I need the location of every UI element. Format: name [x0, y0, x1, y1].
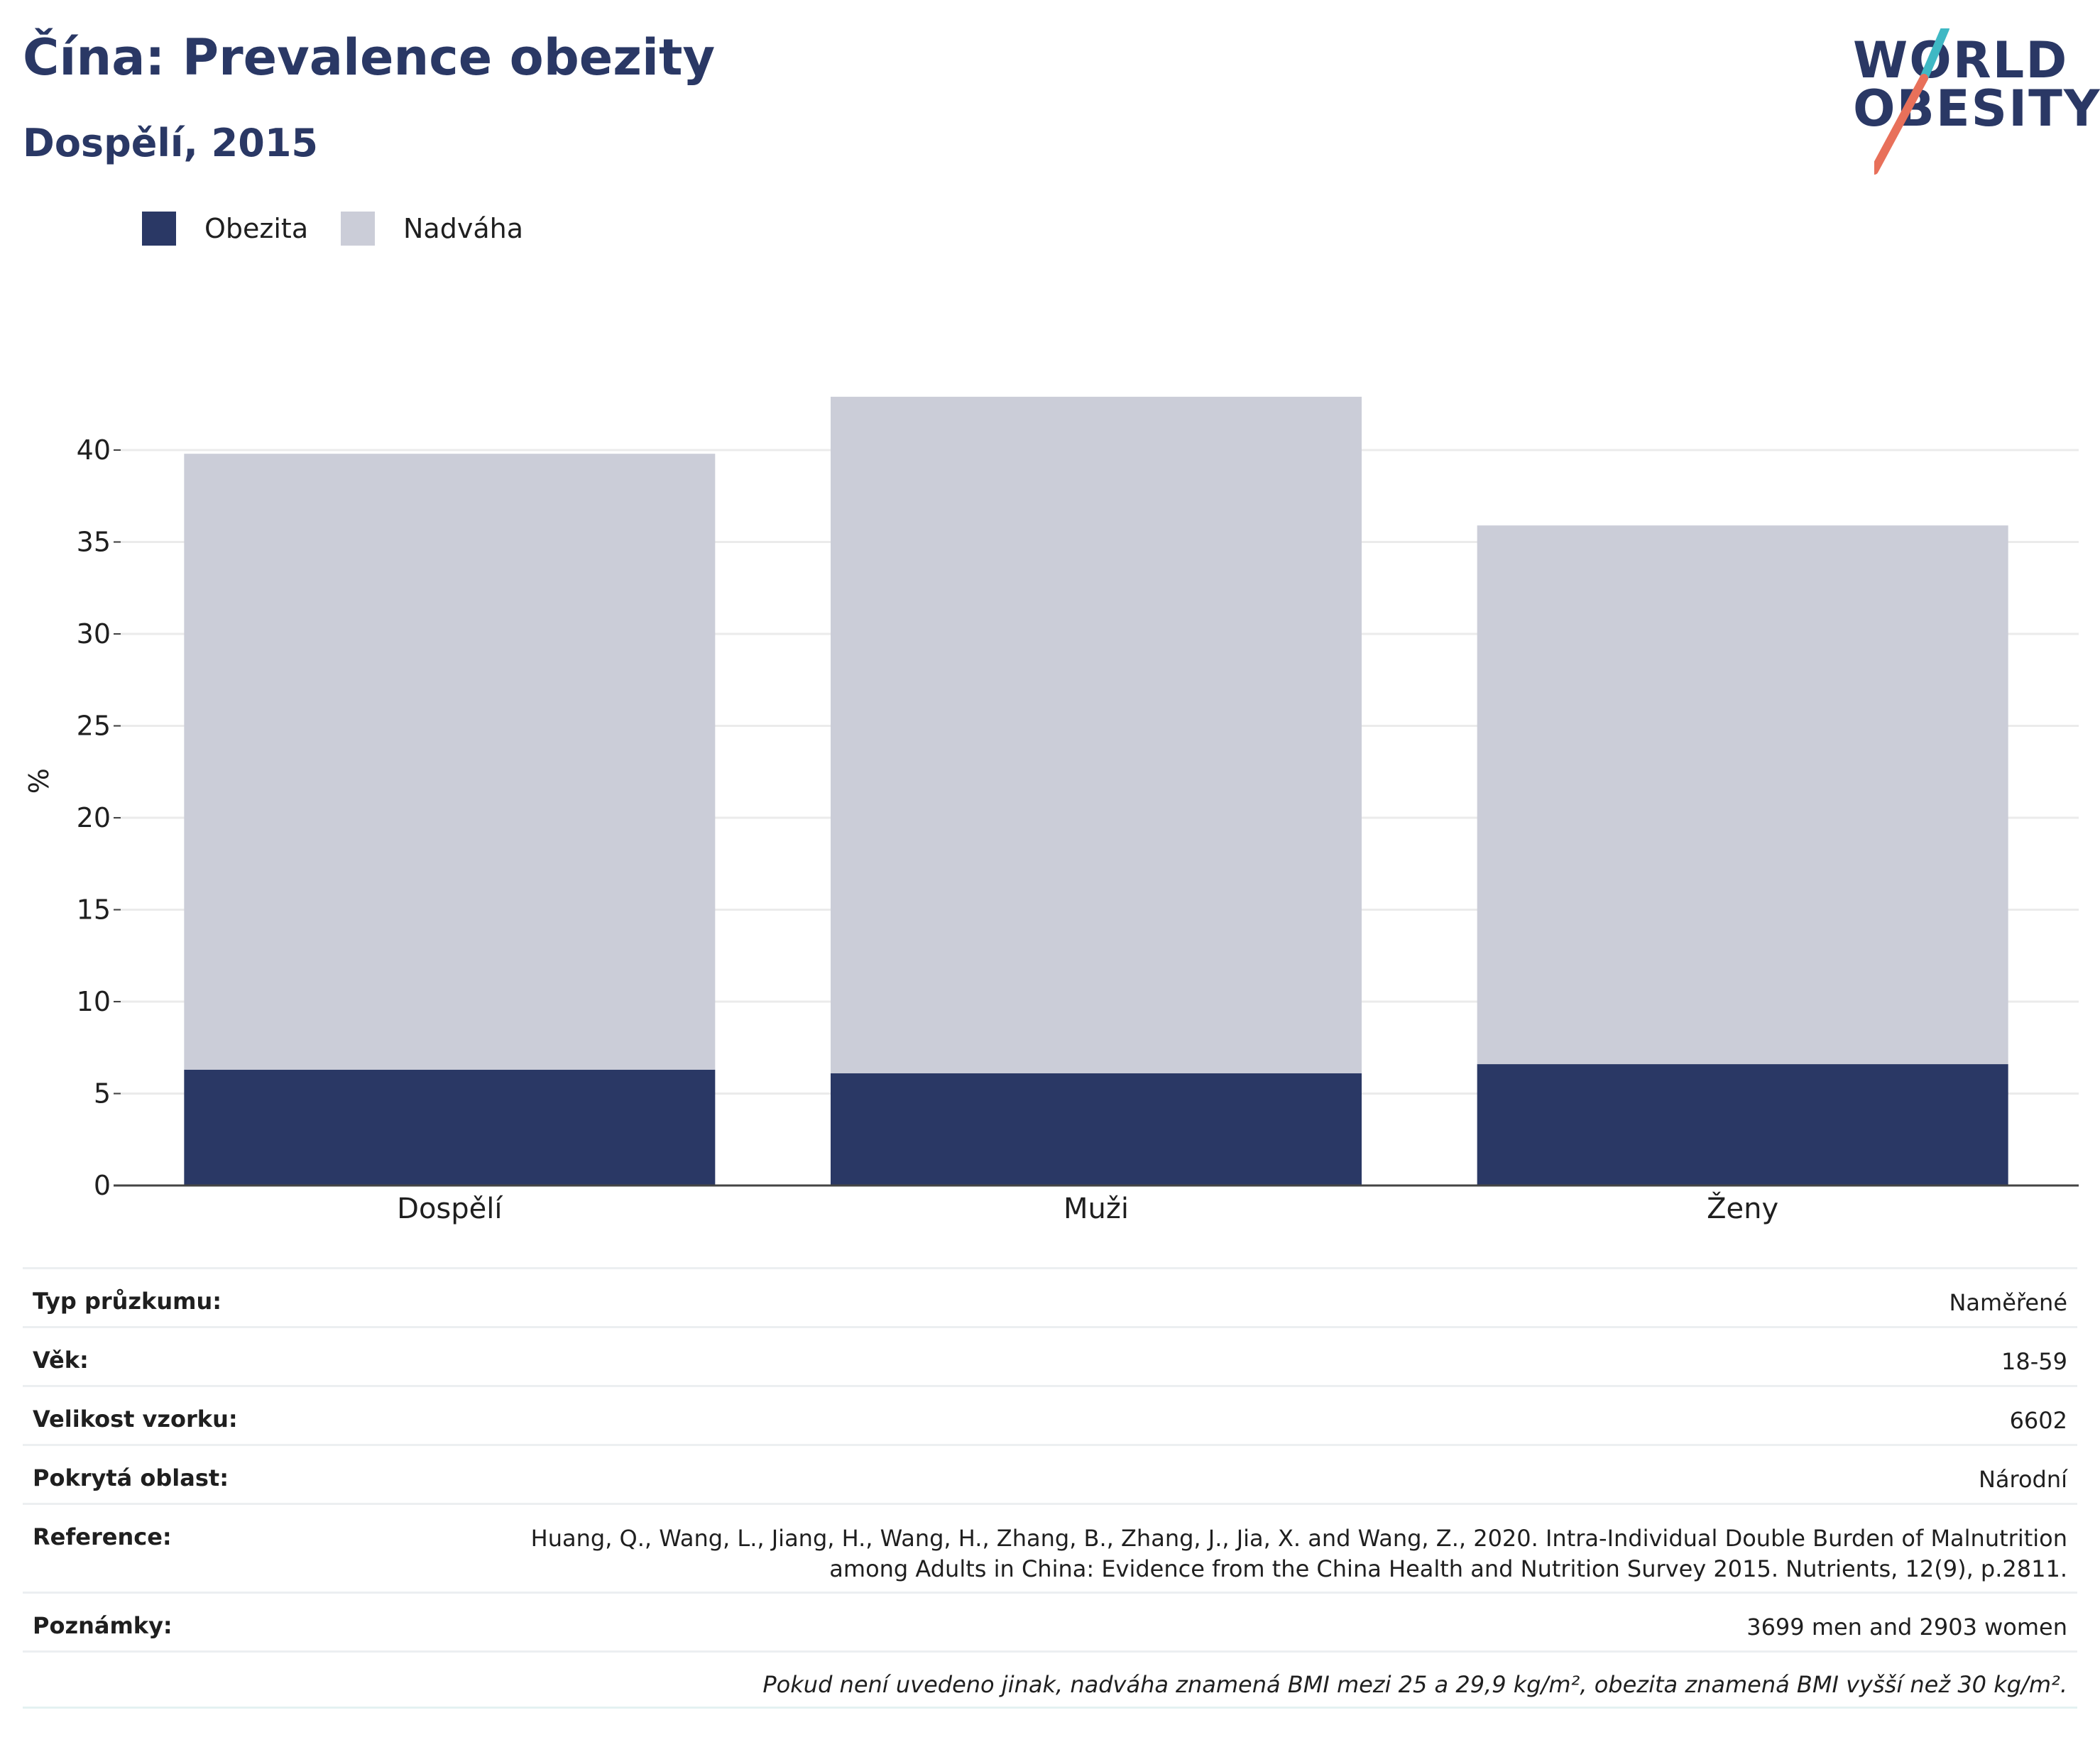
- logo-slash-icon: [1874, 28, 1949, 175]
- survey-info-table: Typ průzkumu: Naměřené Věk: 18-59 Veliko…: [23, 1267, 2077, 1709]
- bar-nadvaha: [1477, 525, 2008, 1065]
- info-key: Věk:: [33, 1347, 89, 1374]
- page-title: Čína: Prevalence obezity: [23, 28, 716, 87]
- info-value: 6602: [2009, 1407, 2067, 1434]
- chart-axes: 0 5 10 15 20 25 30 35 40 Dospělí Muži Ženy: [77, 434, 2079, 1225]
- info-row-sample-size: Velikost vzorku: 6602: [23, 1385, 2077, 1444]
- info-key: Typ průzkumu:: [33, 1288, 222, 1315]
- legend-swatch-nadvaha: [341, 212, 375, 246]
- info-value: 3699 men and 2903 women: [1746, 1614, 2067, 1641]
- bar-obezita: [831, 1073, 1362, 1185]
- bar-nadvaha: [184, 454, 716, 1070]
- x-tick-label: Dospělí: [397, 1193, 503, 1225]
- bar-chart: 0 5 10 15 20 25 30 35 40 Dospělí Muži Ženy %: [23, 396, 2079, 1225]
- y-tick-label: 0: [94, 1170, 111, 1201]
- logo-line-1: WORLD: [1853, 31, 2069, 89]
- y-tick-label: 5: [94, 1078, 111, 1110]
- legend-label-obezita: Obezita: [204, 213, 309, 244]
- page-subtitle: Dospělí, 2015: [23, 121, 318, 165]
- info-row-notes: Poznámky: 3699 men and 2903 women: [23, 1592, 2077, 1650]
- info-row-area-covered: Pokrytá oblast: Národní: [23, 1444, 2077, 1503]
- y-tick-label: 35: [77, 527, 111, 558]
- x-tick-label: Muži: [1063, 1193, 1129, 1225]
- y-tick-label: 40: [77, 434, 111, 466]
- info-key: Pokrytá oblast:: [33, 1464, 229, 1491]
- bar-obezita: [184, 1069, 716, 1185]
- info-row-survey-type: Typ průzkumu: Naměřené: [23, 1267, 2077, 1326]
- info-row-age: Věk: 18-59: [23, 1326, 2077, 1385]
- y-tick-label: 30: [77, 618, 111, 650]
- info-value: 18-59: [2001, 1348, 2067, 1375]
- x-tick-label: Ženy: [1707, 1191, 1778, 1225]
- chart-bars: [184, 396, 2008, 1185]
- legend-swatch-obezita: [142, 212, 176, 246]
- info-key: Reference:: [33, 1523, 172, 1550]
- info-value: Národní: [1978, 1466, 2067, 1493]
- y-tick-label: 25: [77, 711, 111, 742]
- footnote: Pokud není uvedeno jinak, nadváha znamen…: [762, 1671, 2067, 1698]
- y-tick-label: 20: [77, 802, 111, 833]
- y-tick-label: 10: [77, 986, 111, 1017]
- info-key: Poznámky:: [33, 1612, 173, 1639]
- legend-item-obezita[interactable]: Obezita: [142, 212, 308, 246]
- bar-nadvaha: [831, 396, 1362, 1074]
- world-obesity-logo: WORLD OBESITY: [1853, 28, 2100, 175]
- footnote-row: Pokud není uvedeno jinak, nadváha znamen…: [23, 1650, 2077, 1709]
- info-row-reference: Reference: Huang, Q., Wang, L., Jiang, H…: [23, 1503, 2077, 1592]
- y-tick-label: 15: [77, 894, 111, 926]
- y-axis-label: %: [23, 768, 55, 794]
- legend-label-nadvaha: Nadváha: [403, 213, 523, 244]
- bar-obezita: [1477, 1064, 2008, 1185]
- legend-item-nadvaha[interactable]: Nadváha: [341, 212, 523, 246]
- info-key: Velikost vzorku:: [33, 1406, 238, 1433]
- info-value: Huang, Q., Wang, L., Jiang, H., Wang, H.…: [530, 1525, 2067, 1583]
- info-value: Naměřené: [1949, 1289, 2067, 1316]
